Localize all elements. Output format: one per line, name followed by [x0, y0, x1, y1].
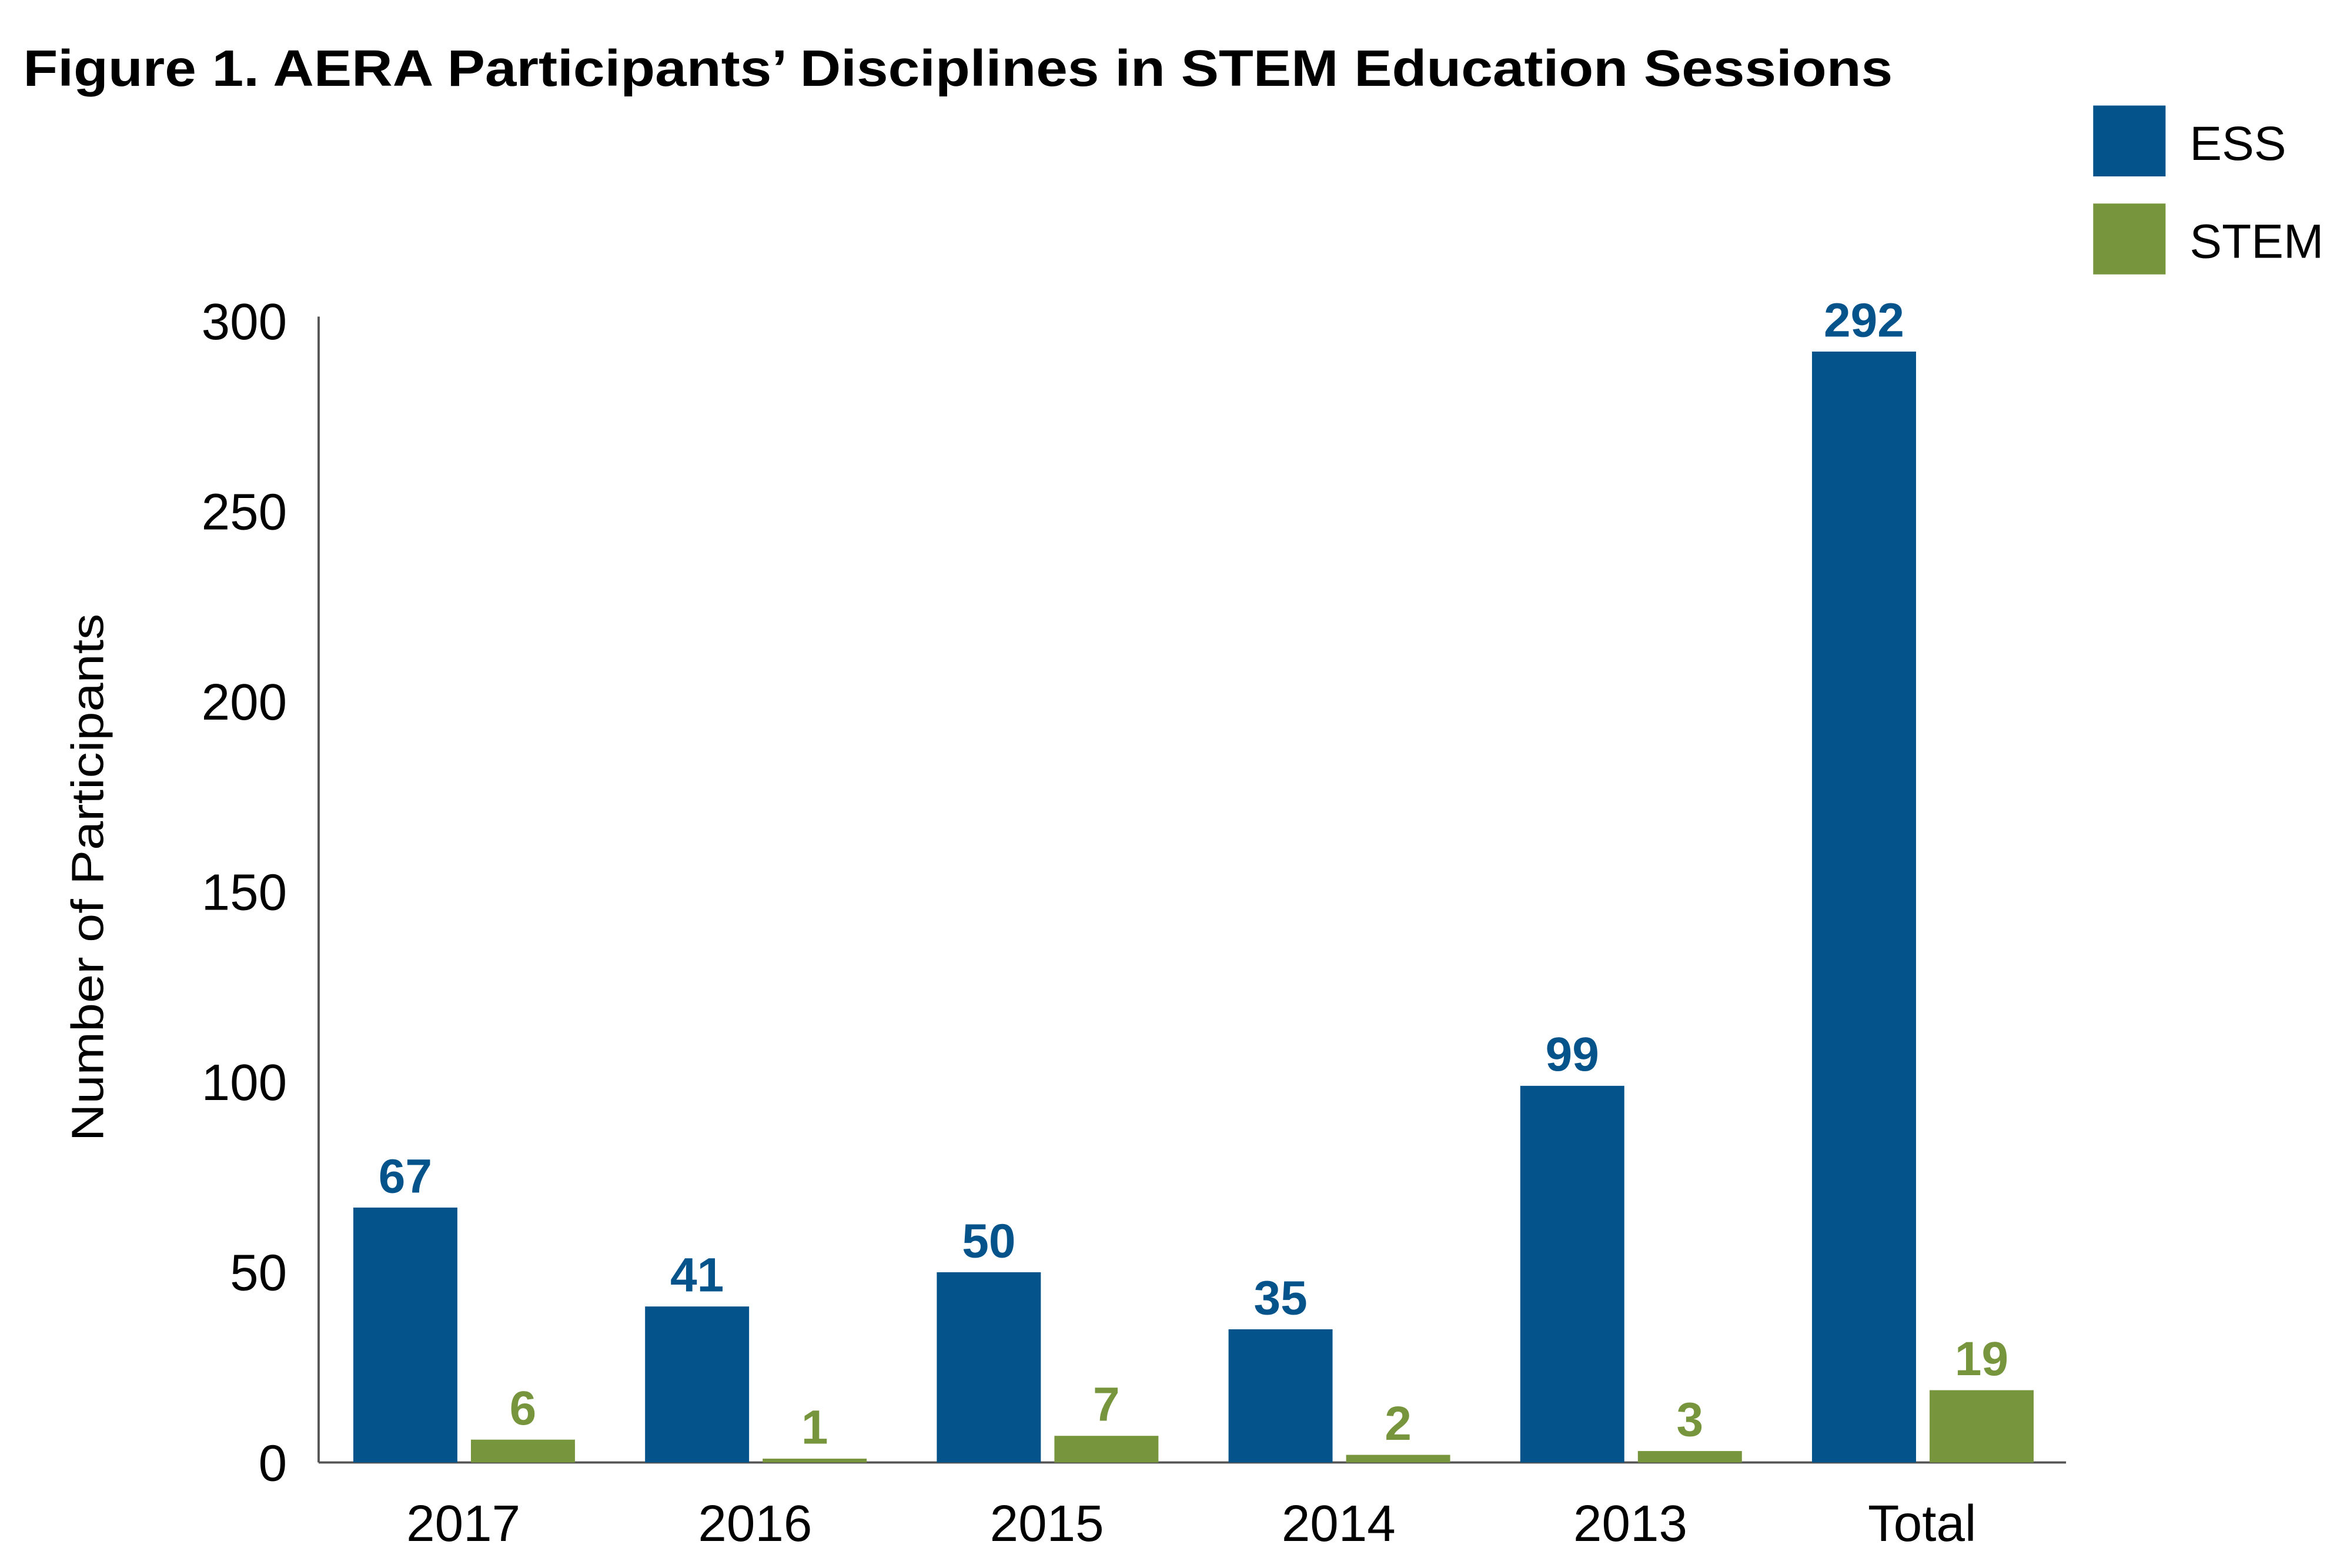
- y-tick-label: 250: [202, 484, 287, 541]
- y-tick-label: 300: [202, 293, 287, 350]
- bar: [1812, 351, 1916, 1463]
- bar: [1930, 1390, 2034, 1463]
- value-label: 3: [1676, 1393, 1703, 1446]
- value-label: 50: [962, 1214, 1015, 1268]
- x-tick-label: 2015: [990, 1495, 1104, 1552]
- bar: [353, 1207, 457, 1463]
- value-label: 35: [1253, 1271, 1307, 1325]
- value-label: 292: [1824, 293, 1904, 347]
- bar: [937, 1272, 1041, 1463]
- x-tick-label: 2013: [1573, 1495, 1687, 1552]
- x-tick-label: Total: [1868, 1495, 1976, 1552]
- legend-label: ESS: [2189, 117, 2286, 170]
- bar: [645, 1306, 750, 1463]
- bar: [1054, 1436, 1159, 1463]
- value-label: 99: [1546, 1028, 1599, 1081]
- value-label: 41: [670, 1249, 724, 1302]
- chart-title: Figure 1. AERA Participants’ Disciplines…: [23, 40, 1893, 97]
- bar: [1346, 1455, 1450, 1463]
- value-label: 7: [1093, 1378, 1120, 1432]
- legend-swatch: [2093, 203, 2166, 275]
- value-label: 2: [1385, 1397, 1412, 1450]
- legend-swatch: [2093, 105, 2166, 177]
- bar: [1637, 1451, 1742, 1463]
- legend-label: STEM: [2189, 215, 2323, 269]
- y-tick-label: 200: [202, 674, 287, 731]
- x-tick-label: 2014: [1282, 1495, 1396, 1552]
- value-label: 19: [1955, 1332, 2008, 1386]
- y-tick-label: 0: [259, 1435, 287, 1492]
- y-tick-label: 100: [202, 1054, 287, 1111]
- x-tick-label: 2017: [406, 1495, 520, 1552]
- y-tick-label: 150: [202, 864, 287, 921]
- bar: [763, 1459, 867, 1463]
- x-tick-label: 2016: [698, 1495, 812, 1552]
- y-tick-label: 50: [230, 1245, 287, 1302]
- y-axis-label: Number of Participants: [62, 614, 113, 1142]
- bar: [1228, 1329, 1333, 1463]
- value-label: 6: [510, 1382, 537, 1435]
- value-label: 67: [379, 1149, 432, 1203]
- value-label: 1: [801, 1400, 828, 1454]
- bar: [1520, 1085, 1624, 1463]
- bar: [470, 1439, 575, 1463]
